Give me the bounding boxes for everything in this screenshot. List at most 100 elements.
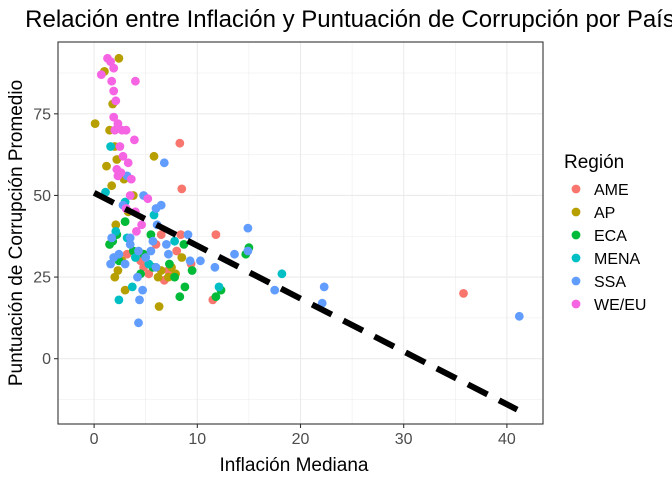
data-point-ssa: [514, 311, 524, 321]
data-point-ssa: [243, 246, 253, 256]
data-point-we-eu: [131, 76, 140, 86]
data-point-mena: [277, 269, 287, 279]
data-point-ssa: [319, 282, 329, 292]
data-point-ssa: [141, 253, 151, 262]
data-point-ap: [107, 181, 117, 191]
data-point-we-eu: [109, 112, 119, 122]
legend-key-ap: [571, 207, 581, 217]
data-point-ap: [164, 272, 173, 282]
data-point-ssa: [164, 249, 173, 259]
legend-key-mena: [571, 253, 581, 263]
legend-label: ECA: [594, 228, 627, 245]
data-point-mena: [111, 227, 121, 236]
data-point-eca: [146, 230, 156, 240]
data-point-ame: [211, 230, 221, 240]
data-point-ame: [172, 246, 182, 256]
x-tick-label: 30: [395, 431, 413, 448]
data-point-we-eu: [111, 96, 121, 106]
data-point-we-eu: [110, 125, 120, 135]
data-point-mena: [214, 282, 224, 292]
regression-line: [92, 190, 519, 413]
data-point-ame: [156, 230, 166, 240]
data-point-we-eu: [125, 191, 135, 200]
data-point-ap: [90, 119, 100, 128]
x-axis-title: Inflación Mediana: [220, 455, 369, 476]
data-point-mena: [170, 236, 180, 246]
grid: [57, 41, 544, 425]
data-point-ssa: [125, 233, 135, 243]
data-point-ssa: [230, 249, 239, 259]
axis-ticks: 0 10 20 30 40 0 25 50 75: [33, 106, 516, 448]
data-point-ssa: [106, 259, 115, 269]
data-point-ap: [154, 302, 164, 311]
data-point-ssa: [196, 256, 205, 266]
data-point-mena: [127, 282, 137, 292]
data-point-ssa: [120, 259, 130, 269]
data-point-ssa: [162, 240, 171, 249]
data-point-ssa: [159, 158, 169, 168]
x-tick-label: 0: [90, 431, 99, 448]
data-point-ssa: [134, 318, 143, 328]
data-point-ssa: [134, 246, 143, 256]
y-tick-label: 25: [33, 270, 51, 287]
data-point-ssa: [148, 236, 158, 246]
data-point-we-eu: [132, 227, 141, 236]
data-point-ssa: [210, 262, 220, 272]
data-point-ap: [114, 53, 124, 63]
trend-line: [92, 190, 519, 413]
data-point-we-eu: [115, 142, 125, 151]
data-point-ssa: [185, 256, 195, 266]
data-point-eca: [179, 240, 189, 249]
data-point-we-eu: [113, 119, 123, 128]
data-point-we-eu: [113, 171, 123, 181]
data-point-ame: [175, 138, 185, 148]
data-point-we-eu: [143, 194, 153, 204]
data-point-ssa: [183, 230, 193, 240]
data-point-we-eu: [137, 220, 147, 230]
data-point-we-eu: [118, 151, 128, 161]
data-point-ame: [144, 269, 154, 279]
data-point-ssa: [135, 295, 144, 305]
data-point-we-eu: [96, 70, 106, 79]
x-tick-label: 40: [498, 431, 516, 448]
data-point-ame: [176, 230, 186, 240]
data-point-ssa: [107, 233, 117, 243]
data-point-ap: [177, 253, 187, 262]
data-point-ssa: [270, 285, 280, 295]
data-point-ame: [177, 184, 187, 194]
data-point-eca: [175, 292, 185, 302]
legend-label: AP: [594, 205, 615, 222]
data-point-ap: [149, 151, 159, 161]
y-tick-label: 50: [33, 188, 51, 205]
legend-title: Región: [564, 152, 624, 173]
data-point-mena: [106, 142, 115, 151]
legend-key-ame: [571, 184, 581, 194]
data-point-eca: [187, 266, 197, 275]
legend-key-eca: [571, 230, 581, 240]
data-point-eca: [180, 282, 190, 292]
legend-key-we-eu: [571, 299, 581, 309]
x-tick-label: 10: [188, 431, 206, 448]
data-point-ssa: [151, 204, 161, 213]
data-point-we-eu: [126, 174, 136, 184]
data-point-ssa: [138, 285, 148, 295]
data-point-ame: [459, 289, 468, 298]
data-point-eca: [211, 292, 221, 302]
data-point-ssa: [125, 240, 135, 249]
legend-label: MENA: [594, 251, 641, 268]
data-point-ssa: [151, 262, 161, 272]
data-point-eca: [165, 259, 174, 269]
data-point-ssa: [133, 272, 142, 282]
data-point-ap: [110, 272, 120, 282]
data-point-ssa: [146, 246, 156, 256]
x-tick-label: 20: [292, 431, 310, 448]
legend-label: AME: [594, 182, 629, 199]
legend-label: SSA: [594, 274, 626, 291]
y-axis-title: Puntuación de Corrupción Promedio: [6, 80, 27, 386]
chart-title: Relación entre Inflación y Puntuación de…: [25, 6, 672, 33]
data-point-we-eu: [109, 63, 119, 73]
data-point-ssa: [243, 223, 253, 233]
data-point-we-eu: [107, 76, 117, 86]
data-point-we-eu: [123, 158, 133, 168]
